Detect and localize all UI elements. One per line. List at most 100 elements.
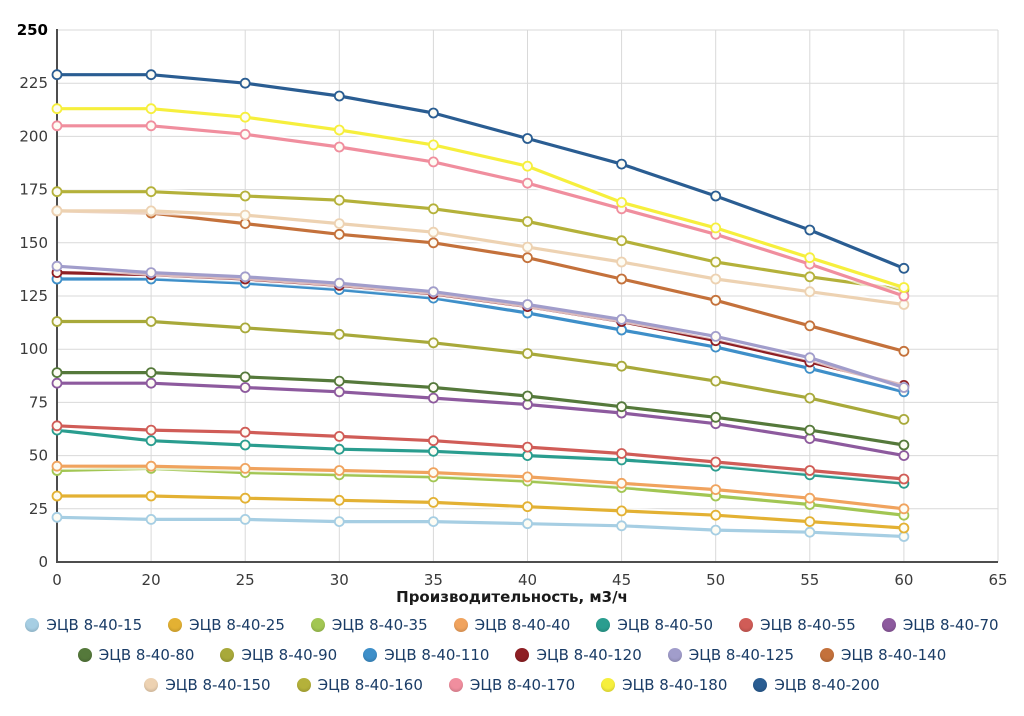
data-point[interactable] [898,282,910,293]
legend-item[interactable]: ЭЦВ 8-40-25 [168,616,285,634]
legend-item[interactable]: ЭЦВ 8-40-150 [144,676,271,694]
data-point[interactable] [333,124,345,136]
data-point[interactable] [239,514,251,525]
data-point[interactable] [898,413,910,425]
data-point[interactable] [616,273,627,285]
legend-item[interactable]: ЭЦВ 8-40-180 [601,676,727,694]
data-point[interactable] [710,484,722,496]
data-point[interactable] [333,277,345,289]
data-point[interactable] [522,348,533,359]
data-point[interactable] [616,505,627,517]
data-point[interactable] [427,467,439,479]
data-point[interactable] [710,222,722,234]
data-point[interactable] [898,382,910,393]
data-point[interactable] [710,411,722,423]
data-point[interactable] [804,320,816,332]
data-point[interactable] [51,377,63,389]
data-point[interactable] [51,490,63,502]
legend-item[interactable]: ЭЦВ 8-40-120 [515,646,642,664]
data-point[interactable] [427,435,439,447]
data-point[interactable] [427,392,439,404]
data-point[interactable] [522,252,533,264]
data-point[interactable] [522,441,533,453]
data-point[interactable] [616,256,627,268]
data-point[interactable] [710,509,722,521]
data-point[interactable] [427,382,439,393]
data-point[interactable] [804,526,816,538]
data-point[interactable] [898,262,910,274]
data-point[interactable] [51,260,63,272]
data-point[interactable] [427,107,439,119]
data-point[interactable] [333,516,345,527]
data-point[interactable] [145,460,157,472]
legend-item[interactable]: ЭЦВ 8-40-70 [881,616,999,634]
data-point[interactable] [145,435,157,447]
data-point[interactable] [522,518,533,530]
data-point[interactable] [616,360,627,372]
data-point[interactable] [710,524,722,536]
data-point[interactable] [333,90,345,102]
data-point[interactable] [145,103,157,115]
data-point[interactable] [239,462,251,474]
data-point[interactable] [333,443,345,455]
data-point[interactable] [145,120,157,132]
data-point[interactable] [616,477,627,489]
data-point[interactable] [333,194,345,206]
data-point[interactable] [333,386,345,398]
data-point[interactable] [522,390,533,402]
data-point[interactable] [51,511,63,523]
data-point[interactable] [51,420,63,432]
data-point[interactable] [522,216,533,227]
data-point[interactable] [616,401,627,413]
legend-item[interactable]: ЭЦВ 8-40-160 [296,676,423,694]
data-point[interactable] [239,190,251,202]
data-point[interactable] [522,177,533,189]
data-point[interactable] [427,337,439,349]
data-point[interactable] [51,103,63,115]
data-point[interactable] [239,77,251,89]
data-point[interactable] [427,203,439,215]
data-point[interactable] [239,426,251,438]
data-point[interactable] [333,218,345,230]
data-point[interactable] [145,367,157,379]
data-point[interactable] [51,205,63,217]
data-point[interactable] [145,490,157,502]
data-point[interactable] [427,496,439,508]
data-point[interactable] [616,448,627,459]
data-point[interactable] [145,267,157,279]
data-point[interactable] [239,128,251,140]
legend-item[interactable]: ЭЦВ 8-40-200 [753,676,880,694]
data-point[interactable] [427,139,439,151]
data-point[interactable] [51,460,63,472]
legend-item[interactable]: ЭЦВ 8-40-90 [220,646,337,664]
legend-item[interactable]: ЭЦВ 8-40-80 [77,646,194,664]
data-point[interactable] [333,494,345,506]
data-point[interactable] [427,445,439,457]
data-point[interactable] [333,141,345,153]
data-point[interactable] [710,375,722,387]
data-point[interactable] [145,514,157,525]
data-point[interactable] [333,430,345,442]
data-point[interactable] [804,252,816,264]
data-point[interactable] [51,120,63,132]
data-point[interactable] [427,226,439,238]
legend-item[interactable]: ЭЦВ 8-40-125 [667,646,794,664]
data-point[interactable] [145,377,157,389]
data-point[interactable] [804,492,816,504]
data-point[interactable] [427,156,439,168]
data-point[interactable] [427,516,439,527]
data-point[interactable] [804,465,816,476]
data-point[interactable] [239,322,251,334]
data-point[interactable] [145,69,157,81]
data-point[interactable] [710,294,722,306]
data-point[interactable] [710,273,722,285]
data-point[interactable] [898,345,910,357]
data-point[interactable] [804,392,816,404]
data-point[interactable] [522,471,533,483]
data-point[interactable] [804,224,816,236]
data-point[interactable] [616,520,627,532]
data-point[interactable] [239,209,251,221]
data-point[interactable] [616,196,627,208]
data-point[interactable] [898,473,910,485]
legend-item[interactable]: ЭЦВ 8-40-50 [596,616,713,634]
